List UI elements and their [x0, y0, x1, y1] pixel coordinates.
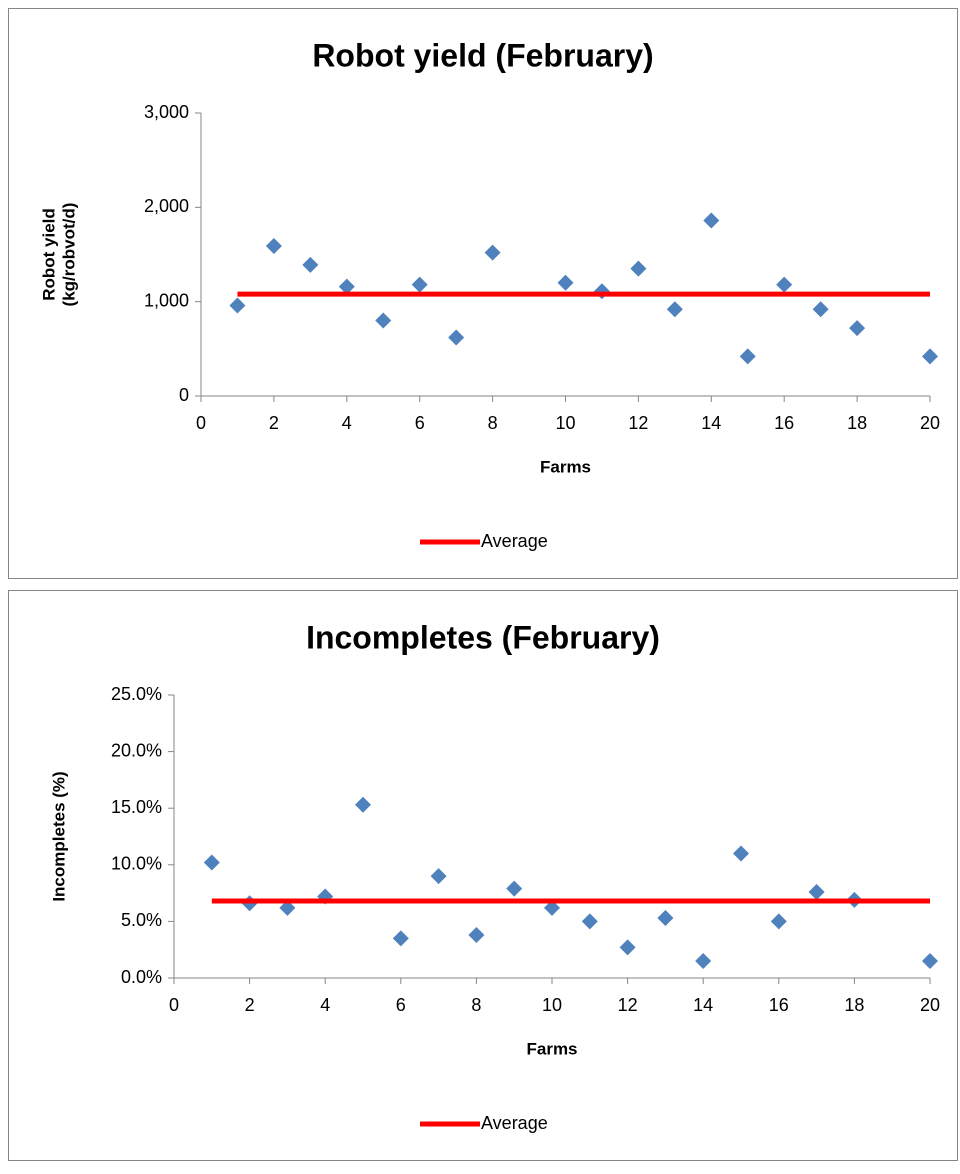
- point: [922, 953, 938, 970]
- x-tick-label: 12: [618, 995, 638, 1015]
- x-tick-label: 4: [342, 413, 352, 433]
- legend-label: Average: [481, 531, 548, 551]
- point: [776, 276, 793, 293]
- point: [468, 926, 485, 943]
- point: [375, 312, 392, 329]
- x-tick-label: 14: [701, 413, 721, 433]
- point: [392, 930, 409, 947]
- point: [581, 913, 598, 930]
- point: [229, 297, 246, 314]
- x-tick-label: 16: [769, 995, 789, 1015]
- x-axis-title: Farms: [526, 1039, 577, 1058]
- point: [733, 845, 749, 862]
- y-axis-title: (kg/robvot/d): [59, 203, 78, 307]
- y-axis-title: Incompletes (%): [49, 771, 68, 901]
- x-tick-label: 8: [488, 413, 498, 433]
- x-tick-label: 8: [471, 995, 481, 1015]
- point: [355, 796, 371, 813]
- point: [808, 883, 825, 900]
- point: [619, 939, 636, 956]
- point: [657, 910, 674, 927]
- chart: Incompletes (February) 0.0% 5.0% 10.0% 15.0%…: [8, 590, 958, 1161]
- x-tick-label: 6: [415, 413, 425, 433]
- x-tick-label: 10: [542, 995, 562, 1015]
- point: [448, 329, 465, 346]
- y-tick-label: 0.0%: [121, 967, 162, 987]
- chart-frame: [8, 590, 958, 1161]
- point: [338, 278, 355, 295]
- x-tick-label: 18: [844, 995, 864, 1015]
- y-tick-label: 5.0%: [121, 910, 162, 930]
- y-tick-label: 1,000: [144, 290, 189, 310]
- point: [506, 880, 523, 897]
- y-tick-label: 10.0%: [111, 854, 162, 874]
- x-axis-title: Farms: [540, 457, 591, 476]
- point: [279, 899, 296, 916]
- x-tick-label: 6: [396, 995, 406, 1015]
- point: [302, 256, 319, 273]
- y-tick-label: 2,000: [144, 196, 189, 216]
- chart-title: Incompletes (February): [306, 619, 660, 655]
- x-tick-label: 0: [196, 413, 206, 433]
- x-tick-label: 0: [169, 995, 179, 1015]
- point: [703, 212, 720, 229]
- point: [812, 301, 829, 318]
- y-tick-label: 0: [179, 385, 189, 405]
- x-tick-label: 14: [693, 995, 713, 1015]
- point: [430, 868, 447, 885]
- y-tick-label: 25.0%: [111, 684, 162, 704]
- point: [557, 274, 574, 291]
- y-tick-label: 3,000: [144, 102, 189, 122]
- chart-title: Robot yield (February): [312, 37, 653, 73]
- x-tick-label: 20: [920, 413, 940, 433]
- point: [484, 244, 501, 261]
- y-tick-label: 15.0%: [111, 797, 162, 817]
- chart: Robot yield (February) 0 1,000 2,000 3,000 0 2…: [8, 8, 958, 579]
- point: [666, 301, 683, 318]
- point: [630, 260, 647, 277]
- point: [922, 348, 938, 365]
- x-tick-label: 20: [920, 995, 940, 1015]
- x-tick-label: 10: [555, 413, 575, 433]
- legend-label: Average: [481, 1113, 548, 1133]
- point: [411, 276, 428, 293]
- x-tick-label: 2: [269, 413, 279, 433]
- x-tick-label: 4: [320, 995, 330, 1015]
- point: [544, 899, 560, 916]
- x-tick-label: 16: [774, 413, 794, 433]
- x-tick-label: 2: [245, 995, 255, 1015]
- y-tick-label: 20.0%: [111, 740, 162, 760]
- point: [849, 320, 866, 337]
- point: [265, 238, 282, 255]
- point: [203, 854, 220, 871]
- point: [695, 953, 712, 970]
- y-axis-title: Robot yield: [39, 208, 58, 301]
- x-tick-label: 12: [628, 413, 648, 433]
- point: [739, 348, 756, 365]
- x-tick-label: 18: [847, 413, 867, 433]
- point: [770, 913, 787, 930]
